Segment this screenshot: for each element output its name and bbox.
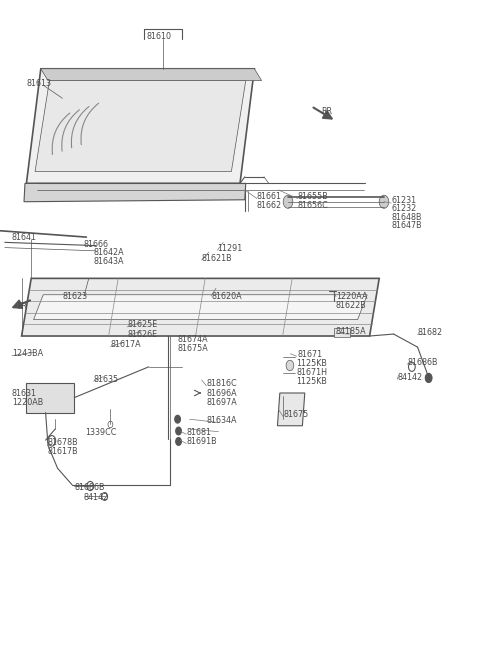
Polygon shape	[26, 383, 74, 413]
Text: 61231: 61231	[391, 196, 416, 205]
Text: 61232: 61232	[391, 204, 417, 214]
Text: 81625E: 81625E	[127, 320, 157, 329]
Text: 81647B: 81647B	[391, 221, 422, 231]
Text: 1125KB: 1125KB	[297, 377, 327, 386]
Text: 81686B: 81686B	[407, 358, 438, 367]
Text: 81656C: 81656C	[298, 201, 328, 210]
Text: 1220AA: 1220AA	[336, 292, 368, 301]
Text: 81816C: 81816C	[206, 379, 237, 388]
Text: 81648B: 81648B	[391, 213, 422, 222]
Text: 1339CC: 1339CC	[85, 428, 117, 437]
Text: 81697A: 81697A	[206, 398, 237, 407]
Circle shape	[283, 195, 293, 208]
Circle shape	[425, 373, 432, 383]
Text: 81662: 81662	[257, 201, 282, 210]
Polygon shape	[26, 69, 254, 183]
Polygon shape	[22, 278, 379, 336]
Text: 11291: 11291	[217, 244, 243, 253]
Circle shape	[379, 195, 389, 208]
Text: 81634A: 81634A	[206, 416, 237, 425]
Text: 81661: 81661	[257, 192, 282, 201]
Text: 81675: 81675	[283, 410, 309, 419]
Text: 84142: 84142	[397, 373, 422, 382]
Polygon shape	[24, 183, 246, 202]
Text: 81671H: 81671H	[297, 368, 328, 377]
Text: 84185A: 84185A	[336, 327, 367, 336]
Text: FR: FR	[17, 302, 27, 311]
Text: 1125KB: 1125KB	[297, 359, 327, 368]
Circle shape	[176, 438, 181, 445]
Circle shape	[32, 386, 49, 409]
Circle shape	[28, 392, 44, 413]
Text: 81671: 81671	[298, 350, 323, 359]
Text: 81681: 81681	[186, 428, 211, 437]
Text: 81642A: 81642A	[94, 248, 124, 257]
Text: 81621B: 81621B	[202, 253, 232, 263]
Text: 81666: 81666	[84, 240, 109, 249]
Circle shape	[175, 415, 180, 423]
Text: 81678B: 81678B	[48, 438, 79, 447]
Text: 81674A: 81674A	[178, 335, 208, 344]
Text: 1220AB: 1220AB	[12, 398, 43, 407]
Text: 81626E: 81626E	[127, 329, 157, 339]
Text: 81617B: 81617B	[48, 447, 79, 456]
Polygon shape	[41, 69, 262, 81]
Circle shape	[286, 360, 294, 371]
Text: 81620A: 81620A	[211, 291, 242, 301]
Text: 81613: 81613	[26, 79, 51, 88]
Polygon shape	[334, 328, 350, 337]
Polygon shape	[35, 81, 246, 172]
Text: 81655B: 81655B	[298, 192, 328, 201]
Polygon shape	[277, 393, 305, 426]
Text: 81691B: 81691B	[186, 437, 217, 446]
Text: 81623: 81623	[62, 291, 87, 301]
Text: 81622B: 81622B	[336, 301, 367, 310]
Text: 81610: 81610	[146, 31, 171, 41]
Text: RR: RR	[322, 107, 333, 116]
Text: 81631: 81631	[12, 388, 37, 398]
Text: 81617A: 81617A	[110, 340, 141, 349]
Text: 84142: 84142	[84, 493, 109, 502]
Text: 81643A: 81643A	[94, 257, 124, 266]
Text: 81641: 81641	[12, 233, 37, 242]
Circle shape	[176, 427, 181, 435]
Text: 81635: 81635	[94, 375, 119, 384]
Polygon shape	[34, 295, 367, 320]
Text: 81675A: 81675A	[178, 344, 208, 353]
Text: 81696A: 81696A	[206, 388, 237, 398]
Text: 81682: 81682	[418, 328, 443, 337]
Text: 1243BA: 1243BA	[12, 349, 43, 358]
Text: 81686B: 81686B	[74, 483, 105, 492]
